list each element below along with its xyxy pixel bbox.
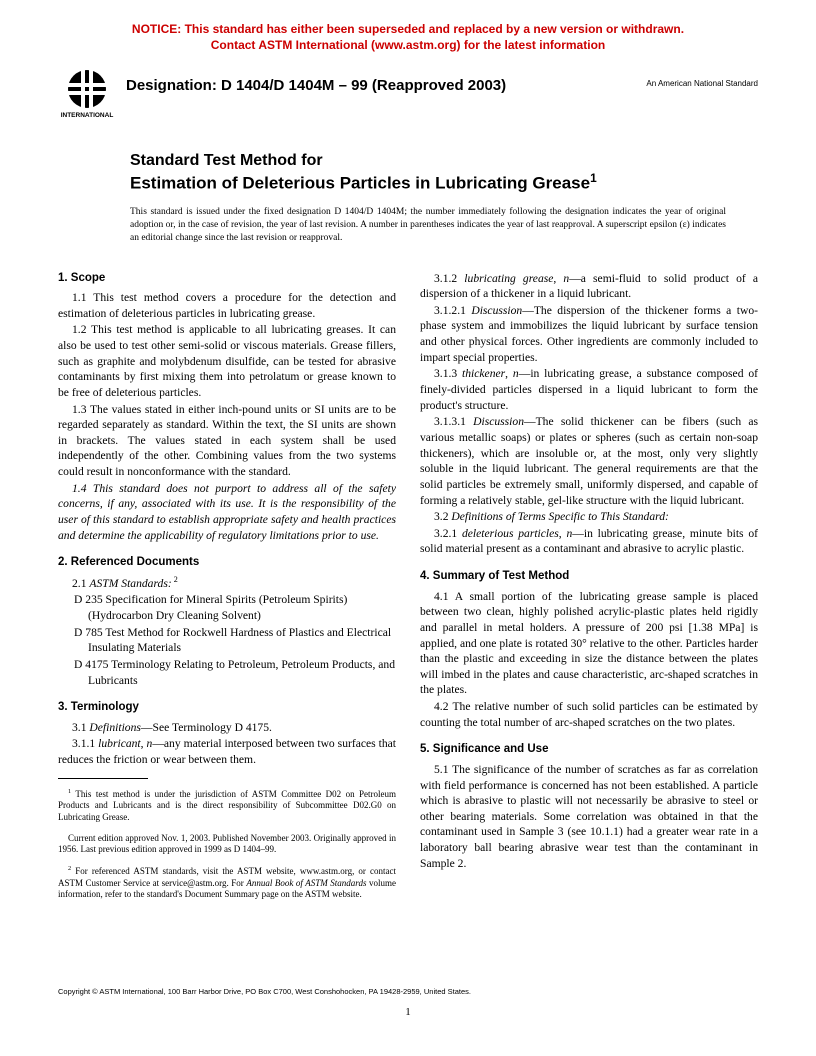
para-3-2-1: 3.2.1 deleterious particles, n—in lubric…	[420, 526, 758, 557]
section-4-heading: 4. Summary of Test Method	[420, 569, 758, 585]
para-3-1-3-1: 3.1.3.1 Discussion—The solid thickener c…	[420, 414, 758, 508]
para-1-1: 1.1 This test method covers a procedure …	[58, 290, 396, 321]
para-1-4: 1.4 This standard does not purport to ad…	[58, 481, 396, 544]
para-4-1: 4.1 A small portion of the lubricating g…	[420, 589, 758, 698]
para-2-1: 2.1 ASTM Standards: 2	[58, 575, 396, 592]
footnote-1b: Current edition approved Nov. 1, 2003. P…	[58, 833, 396, 856]
notice-line-1: NOTICE: This standard has either been su…	[132, 22, 684, 36]
svg-text:INTERNATIONAL: INTERNATIONAL	[61, 112, 114, 119]
ref-d235: D 235 Specification for Mineral Spirits …	[58, 592, 396, 623]
section-3-heading: 3. Terminology	[58, 700, 396, 716]
title-line-1: Standard Test Method for	[130, 151, 758, 171]
para-3-1: 3.1 Definitions—See Terminology D 4175.	[58, 720, 396, 736]
notice-banner: NOTICE: This standard has either been su…	[0, 0, 816, 53]
para-3-1-3: 3.1.3 thickener, n—in lubricating grease…	[420, 366, 758, 413]
para-1-2: 1.2 This test method is applicable to al…	[58, 322, 396, 400]
astm-logo-icon: INTERNATIONAL	[58, 67, 116, 121]
page-number: 1	[0, 1006, 816, 1018]
footnote-1: 1 This test method is under the jurisdic…	[58, 788, 396, 824]
title-block: Standard Test Method for Estimation of D…	[0, 121, 816, 194]
national-standard-note: An American National Standard	[646, 67, 758, 88]
para-3-1-2-1: 3.1.2.1 Discussion—The dispersion of the…	[420, 303, 758, 366]
footnote-2: 2 For referenced ASTM standards, visit t…	[58, 865, 396, 901]
issuance-note: This standard is issued under the fixed …	[0, 194, 816, 244]
para-4-2: 4.2 The relative number of such solid pa…	[420, 699, 758, 730]
copyright-line: Copyright © ASTM International, 100 Barr…	[58, 987, 471, 996]
header-row: INTERNATIONAL Designation: D 1404/D 1404…	[0, 53, 816, 121]
para-5-1: 5.1 The significance of the number of sc…	[420, 762, 758, 871]
para-1-3: 1.3 The values stated in either inch-pou…	[58, 402, 396, 480]
section-5-heading: 5. Significance and Use	[420, 742, 758, 758]
para-3-2: 3.2 Definitions of Terms Specific to Thi…	[420, 509, 758, 525]
left-column: 1. Scope 1.1 This test method covers a p…	[58, 271, 396, 911]
section-2-heading: 2. Referenced Documents	[58, 555, 396, 571]
section-1-heading: 1. Scope	[58, 271, 396, 287]
designation-text: Designation: D 1404/D 1404M – 99 (Reappr…	[126, 67, 646, 94]
title-line-2: Estimation of Deleterious Particles in L…	[130, 171, 758, 194]
footnote-rule	[58, 778, 148, 779]
ref-d4175: D 4175 Terminology Relating to Petroleum…	[58, 657, 396, 688]
notice-line-2: Contact ASTM International (www.astm.org…	[211, 38, 605, 52]
para-3-1-2: 3.1.2 lubricating grease, n—a semi-fluid…	[420, 271, 758, 302]
body-columns: 1. Scope 1.1 This test method covers a p…	[0, 245, 816, 911]
right-column: 3.1.2 lubricating grease, n—a semi-fluid…	[420, 271, 758, 911]
para-3-1-1: 3.1.1 lubricant, n—any material interpos…	[58, 736, 396, 767]
ref-d785: D 785 Test Method for Rockwell Hardness …	[58, 625, 396, 656]
